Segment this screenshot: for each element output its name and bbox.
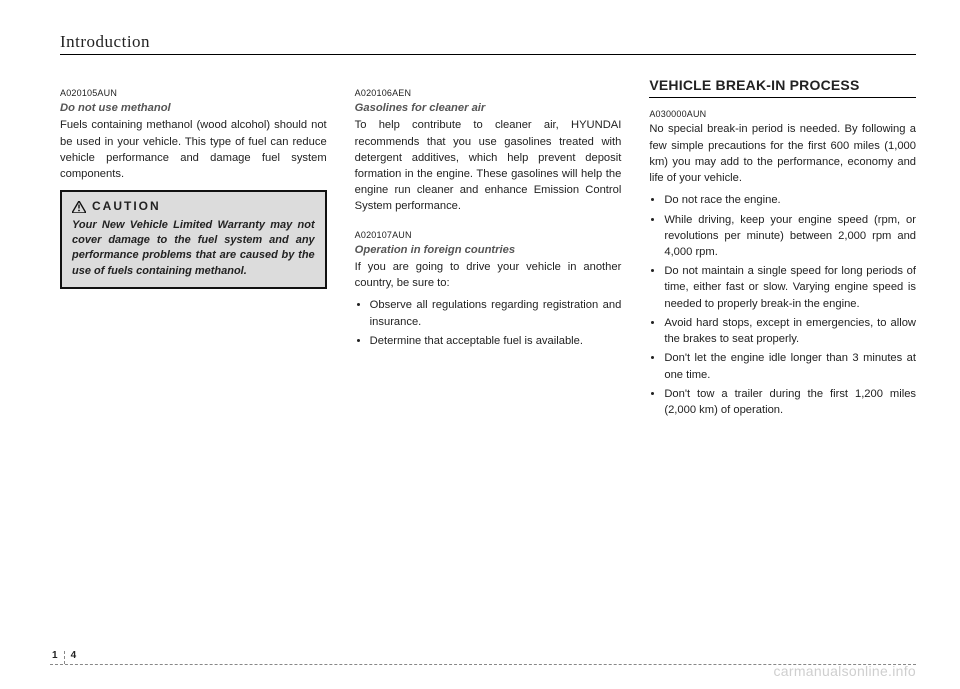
bullet-list: Observe all regulations regarding regist… (355, 297, 622, 349)
list-item: Determine that acceptable fuel is availa… (370, 333, 622, 349)
body-paragraph: If you are going to drive your vehicle i… (355, 259, 622, 291)
column-1: A020105AUN Do not use methanol Fuels con… (60, 79, 327, 424)
sub-heading: Gasolines for cleaner air (355, 100, 622, 116)
code-label: A020106AEN (355, 87, 622, 100)
caution-title: CAUTION (92, 198, 161, 215)
bullet-list: Do not race the engine. While driving, k… (649, 192, 916, 418)
section-title: VEHICLE BREAK-IN PROCESS (649, 75, 916, 98)
warning-icon (72, 201, 86, 213)
list-item: Observe all regulations regarding regist… (370, 297, 622, 329)
chapter-number: 1 (50, 651, 65, 664)
body-paragraph: Fuels containing methanol (wood alcohol)… (60, 117, 327, 182)
column-2: A020106AEN Gasolines for cleaner air To … (355, 79, 622, 424)
caution-heading: CAUTION (72, 198, 315, 215)
sub-heading: Do not use methanol (60, 100, 327, 116)
manual-page: Introduction A020105AUN Do not use metha… (0, 0, 960, 689)
list-item: Avoid hard stops, except in emergencies,… (664, 315, 916, 347)
caution-body: Your New Vehicle Limited Warranty may no… (72, 218, 315, 280)
section-header: Introduction (60, 32, 916, 55)
page-number: 4 (65, 651, 77, 664)
sub-heading: Operation in foreign countries (355, 242, 622, 258)
list-item: While driving, keep your engine speed (r… (664, 212, 916, 261)
column-3: VEHICLE BREAK-IN PROCESS A030000AUN No s… (649, 79, 916, 424)
body-paragraph: To help contribute to cleaner air, HYUND… (355, 117, 622, 214)
code-label: A020105AUN (60, 87, 327, 100)
body-paragraph: No special break-in period is needed. By… (649, 121, 916, 186)
list-item: Do not race the engine. (664, 192, 916, 208)
code-label: A020107AUN (355, 229, 622, 242)
content-columns: A020105AUN Do not use methanol Fuels con… (60, 79, 916, 424)
list-item: Don't let the engine idle longer than 3 … (664, 350, 916, 382)
watermark-text: carmanualsonline.info (774, 663, 917, 679)
page-number-box: 1 4 (50, 651, 76, 664)
list-item: Don't tow a trailer during the first 1,2… (664, 386, 916, 418)
caution-box: CAUTION Your New Vehicle Limited Warrant… (60, 190, 327, 289)
code-label: A030000AUN (649, 108, 916, 121)
list-item: Do not maintain a single speed for long … (664, 263, 916, 312)
